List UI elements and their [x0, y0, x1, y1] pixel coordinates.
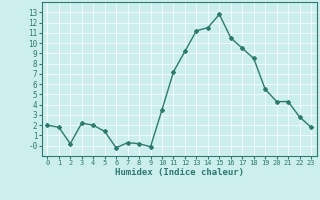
- X-axis label: Humidex (Indice chaleur): Humidex (Indice chaleur): [115, 168, 244, 177]
